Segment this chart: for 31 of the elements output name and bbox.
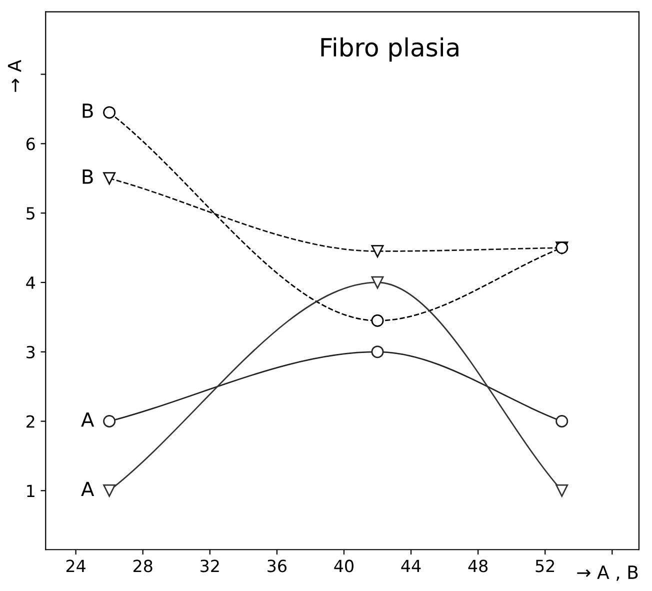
y-tick-label: 4	[26, 276, 35, 289]
series-label: A	[81, 482, 94, 496]
y-tick-label: 1	[27, 484, 34, 497]
y-axis-title: → A	[8, 60, 22, 92]
series-label: B	[82, 104, 93, 118]
point	[103, 172, 116, 185]
x-tick-label: 52	[536, 560, 554, 572]
series-label: A	[81, 412, 94, 427]
x-tick-label: 44	[401, 560, 421, 572]
point	[103, 106, 116, 119]
x-tick-label: 28	[133, 560, 152, 572]
x-tick-label: 36	[268, 560, 286, 572]
x-tick-label: 40	[334, 560, 354, 572]
text: Fibro plasia	[321, 37, 458, 62]
y-tick-label: 2	[26, 415, 34, 428]
point	[371, 314, 384, 327]
x-axis-title: → A , B	[577, 566, 638, 581]
x-tick-label: 48	[468, 560, 488, 572]
y-tick-label: 5	[26, 207, 34, 220]
point	[103, 415, 116, 428]
y-tick-label: 3	[26, 346, 35, 358]
point	[371, 244, 384, 258]
x-tick-label: 24	[66, 560, 86, 572]
point	[371, 346, 384, 358]
point	[103, 484, 116, 497]
point	[371, 276, 384, 289]
point	[556, 415, 568, 428]
x-tick-label: 32	[200, 560, 219, 572]
y-tick-label: 6	[26, 138, 35, 150]
series-label: B	[82, 170, 93, 184]
point	[556, 484, 568, 497]
